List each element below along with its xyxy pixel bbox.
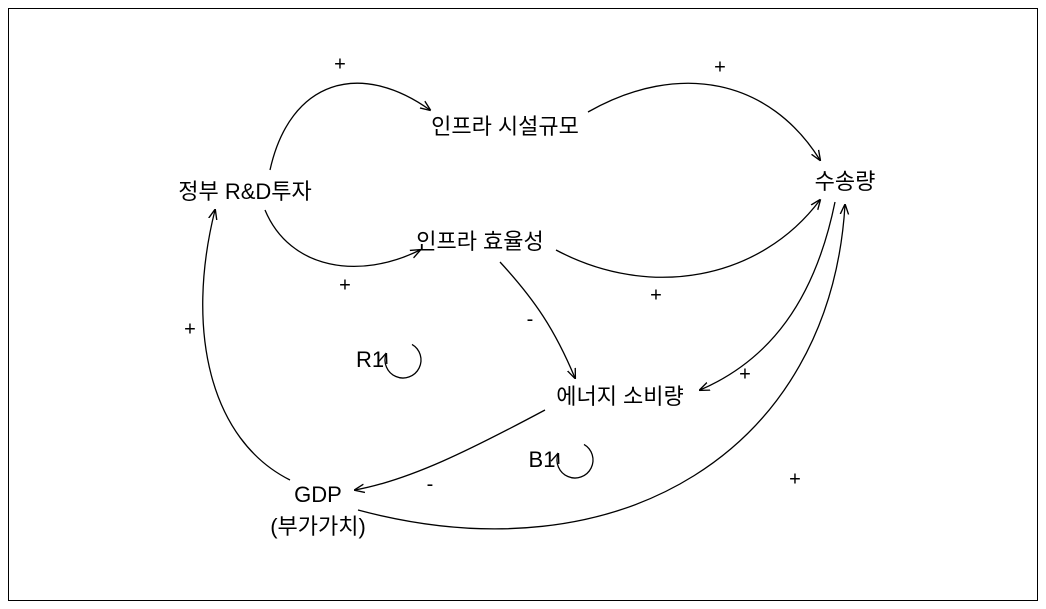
polarity-govrnd_to_infrascale: +	[334, 54, 346, 77]
node-gov_rnd: 정부 R&D투자	[178, 174, 312, 206]
polarity-transport_to_energy: +	[739, 364, 751, 387]
node-gdp_sub: (부가가치)	[270, 509, 366, 541]
polarity-gdp_to_govrnd: +	[184, 319, 196, 342]
loop-label-R1: R1	[356, 347, 384, 373]
node-infra_scale: 인프라 시설규모	[431, 109, 579, 141]
polarity-energy_to_gdp: -	[427, 474, 434, 497]
node-gdp: GDP	[294, 482, 342, 508]
loop-label-B1: B1	[529, 447, 556, 473]
node-transport: 수송량	[815, 164, 876, 196]
node-infra_eff: 인프라 효율성	[416, 224, 544, 256]
polarity-infraeff_to_energy: -	[527, 309, 534, 332]
diagram-frame	[8, 8, 1038, 601]
polarity-infrascale_to_transport: +	[714, 57, 726, 80]
polarity-govrnd_to_infraeff: +	[339, 275, 351, 298]
polarity-infraeff_to_transport: +	[650, 285, 662, 308]
node-energy: 에너지 소비량	[556, 379, 684, 411]
polarity-gdp_to_transport: +	[789, 469, 801, 492]
